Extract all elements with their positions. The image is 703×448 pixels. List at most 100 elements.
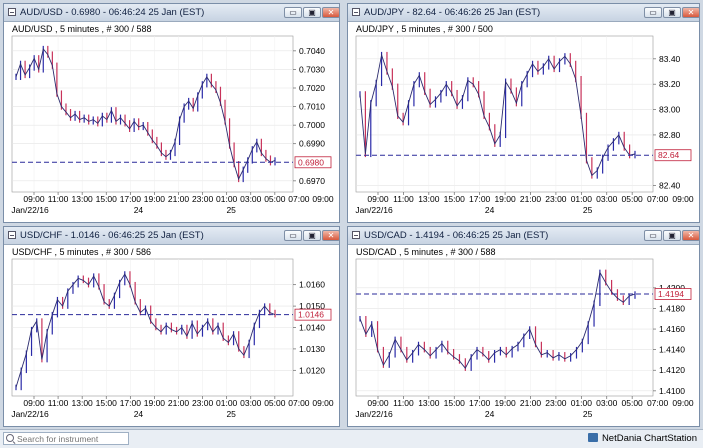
close-button[interactable]: ✕ <box>322 7 340 18</box>
x-tick-label: 09:00 <box>23 194 45 204</box>
date-label: Jan/22/16 <box>355 409 393 419</box>
date-label: Jan/22/16 <box>355 205 393 215</box>
last-price-label: 82.64 <box>658 150 680 160</box>
window-titlebar[interactable]: AUD/USD - 0.6980 - 06:46:24 25 Jan (EST)… <box>4 4 340 22</box>
price-chart[interactable]: 1.4200 1.4180 1.4160 1.4140 1.4120 1.4100 09:0… <box>348 227 701 428</box>
x-tick-label: 17:00 <box>469 194 491 204</box>
price-chart[interactable]: 83.40 83.20 83.00 82.80 82.40 09:00 11:00 13:00… <box>348 4 701 224</box>
x-tick-label: 23:00 <box>192 194 214 204</box>
date-label: 24 <box>485 409 495 419</box>
x-tick-label: 21:00 <box>520 398 542 408</box>
x-tick-label: 15:00 <box>444 194 466 204</box>
y-tick-label: 83.40 <box>659 54 681 64</box>
status-bar: NetDania ChartStation <box>0 429 703 448</box>
minimize-button[interactable]: ▭ <box>284 230 302 241</box>
x-tick-label: 03:00 <box>240 398 262 408</box>
price-chart[interactable]: 0.7040 0.7030 0.7020 0.7010 0.7000 0.6990 0.69… <box>4 4 341 224</box>
search-input[interactable] <box>17 433 127 444</box>
x-tick-label: 07:00 <box>647 194 669 204</box>
date-label: Jan/22/16 <box>11 409 49 419</box>
y-tick-label: 82.80 <box>659 130 681 140</box>
x-tick-label: 09:00 <box>367 398 389 408</box>
x-tick-label: 13:00 <box>418 398 440 408</box>
x-tick-label: 05:00 <box>264 398 286 408</box>
chart-window-usdcad[interactable]: USD/CAD - 1.4194 - 06:46:25 25 Jan (EST)… <box>347 226 700 427</box>
x-tick-label: 05:00 <box>622 194 644 204</box>
y-tick-label: 1.4200 <box>659 283 685 293</box>
x-tick-label: 19:00 <box>144 194 166 204</box>
x-tick-label: 21:00 <box>168 398 190 408</box>
y-tick-label: 0.7040 <box>299 46 325 56</box>
plot-area <box>355 258 654 397</box>
window-titlebar[interactable]: AUD/JPY - 82.64 - 06:46:26 25 Jan (EST) … <box>348 4 700 22</box>
date-label: 24 <box>134 409 144 419</box>
x-tick-label: 15:00 <box>444 398 466 408</box>
price-line <box>359 271 636 370</box>
x-tick-label: 09:00 <box>672 398 694 408</box>
x-tick-label: 15:00 <box>96 194 118 204</box>
window-titlebar[interactable]: USD/CHF - 1.0146 - 06:46:25 25 Jan (EST)… <box>4 227 340 245</box>
restore-button[interactable]: ▣ <box>663 7 681 18</box>
y-tick-label: 0.6990 <box>299 139 325 149</box>
close-button[interactable]: ✕ <box>682 230 700 241</box>
x-tick-label: 09:00 <box>312 194 334 204</box>
date-label: 25 <box>226 205 236 215</box>
x-tick-label: 07:00 <box>288 398 310 408</box>
chart-window-audusd[interactable]: AUD/USD - 0.6980 - 06:46:24 25 Jan (EST)… <box>3 3 340 223</box>
y-tick-label: 0.6970 <box>299 176 325 186</box>
x-tick-label: 17:00 <box>120 398 142 408</box>
minimize-button[interactable]: ▭ <box>644 7 662 18</box>
restore-button[interactable]: ▣ <box>663 230 681 241</box>
chart-window-usdchf[interactable]: USD/CHF - 1.0146 - 06:46:25 25 Jan (EST)… <box>3 226 340 427</box>
y-tick-label: 83.20 <box>659 79 681 89</box>
x-tick-label: 03:00 <box>596 398 618 408</box>
y-tick-label: 1.0150 <box>299 301 325 311</box>
x-tick-label: 09:00 <box>23 398 45 408</box>
y-tick-label: 0.7010 <box>299 102 325 112</box>
x-tick-label: 01:00 <box>216 194 238 204</box>
chart-window-audjpy[interactable]: AUD/JPY - 82.64 - 06:46:26 25 Jan (EST) … <box>347 3 700 223</box>
x-tick-label: 15:00 <box>96 398 118 408</box>
x-tick-label: 07:00 <box>647 398 669 408</box>
x-tick-label: 11:00 <box>393 398 414 408</box>
restore-button[interactable]: ▣ <box>303 230 321 241</box>
window-title: USD/CHF - 1.0146 - 06:46:25 25 Jan (EST) <box>20 230 204 241</box>
x-tick-label: 05:00 <box>622 398 644 408</box>
x-tick-label: 17:00 <box>469 398 491 408</box>
x-tick-label: 09:00 <box>672 194 694 204</box>
window-icon <box>352 231 360 239</box>
close-button[interactable]: ✕ <box>682 7 700 18</box>
y-tick-label: 1.0140 <box>299 323 325 333</box>
window-title: AUD/USD - 0.6980 - 06:46:24 25 Jan (EST) <box>20 7 205 18</box>
y-tick-label: 1.4120 <box>659 365 685 375</box>
minimize-button[interactable]: ▭ <box>284 7 302 18</box>
x-tick-label: 23:00 <box>192 398 214 408</box>
y-tick-label: 82.40 <box>659 181 681 191</box>
window-titlebar[interactable]: USD/CAD - 1.4194 - 06:46:25 25 Jan (EST)… <box>348 227 700 245</box>
window-icon <box>352 8 360 16</box>
x-tick-label: 17:00 <box>120 194 142 204</box>
window-title: USD/CAD - 1.4194 - 06:46:25 25 Jan (EST) <box>364 230 549 241</box>
last-price-box <box>654 149 692 162</box>
x-tick-label: 01:00 <box>571 398 593 408</box>
date-label: 25 <box>583 409 593 419</box>
plot-area <box>11 35 294 193</box>
search-icon <box>6 434 14 442</box>
x-tick-label: 07:00 <box>288 194 310 204</box>
chart-subtitle: USD/CAD , 5 minutes , # 300 / 588 <box>356 247 496 257</box>
close-button[interactable]: ✕ <box>322 230 340 241</box>
last-price-box <box>294 156 332 169</box>
x-tick-label: 11:00 <box>393 194 414 204</box>
instrument-search[interactable] <box>3 432 129 445</box>
window-icon <box>8 8 16 16</box>
date-label: 25 <box>226 409 236 419</box>
window-title: AUD/JPY - 82.64 - 06:46:26 25 Jan (EST) <box>364 7 541 18</box>
minimize-button[interactable]: ▭ <box>644 230 662 241</box>
x-tick-label: 11:00 <box>48 194 69 204</box>
x-tick-label: 01:00 <box>216 398 238 408</box>
restore-button[interactable]: ▣ <box>303 7 321 18</box>
brand-text: NetDania ChartStation <box>601 433 697 444</box>
date-label: 24 <box>485 205 495 215</box>
netdania-logo-icon <box>587 433 598 442</box>
